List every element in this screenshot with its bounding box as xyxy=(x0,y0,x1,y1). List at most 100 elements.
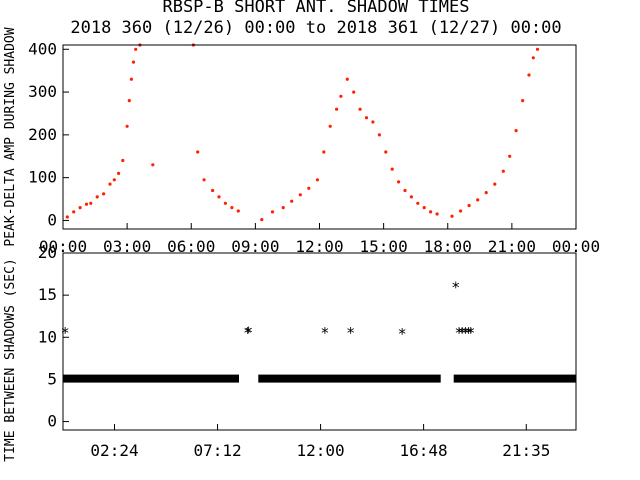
top-data-point-5 xyxy=(95,195,99,199)
top-data-point-34 xyxy=(328,124,332,128)
top-data-point-14 xyxy=(131,60,136,64)
top-data-point-1 xyxy=(72,210,76,214)
top-data-point-61 xyxy=(521,99,525,103)
top-y-tick-label: 400 xyxy=(28,39,57,58)
top-data-point-33 xyxy=(322,150,326,154)
top-data-point-26 xyxy=(260,218,264,222)
top-data-point-44 xyxy=(390,167,394,171)
top-data-point-15 xyxy=(134,47,138,51)
top-data-point-60 xyxy=(514,129,518,133)
top-data-point-35 xyxy=(335,107,339,111)
top-x-axis: 00:00 03:00 06:00 09:00 12:00 15:00 18:00 21:00… xyxy=(39,223,600,256)
top-data-point-49 xyxy=(422,206,426,210)
top-x-tick-label: 09:00 xyxy=(231,237,279,256)
top-data-point-17 xyxy=(151,163,155,167)
bottom-dense-band-0 xyxy=(63,374,239,383)
top-data-point-39 xyxy=(358,107,362,111)
top-data-point-0 xyxy=(65,215,69,219)
bottom-x-tick-label: 21:35 xyxy=(502,441,550,460)
bottom-star-point-4: * xyxy=(346,324,355,342)
bottom-scatter-series: * ** * * ******* xyxy=(61,279,576,383)
top-data-point-8 xyxy=(112,178,116,182)
bottom-star-point-9: * xyxy=(461,324,470,342)
top-data-point-47 xyxy=(409,195,413,199)
top-data-point-22 xyxy=(217,195,221,199)
top-data-point-9 xyxy=(117,171,121,175)
top-data-point-59 xyxy=(508,154,512,158)
bottom-star-point-3: * xyxy=(320,324,329,342)
bottom-dense-band-2 xyxy=(453,374,576,383)
top-data-point-7 xyxy=(108,182,112,186)
top-data-point-54 xyxy=(467,203,471,208)
top-x-tick-label: 00:00 xyxy=(39,237,87,256)
top-x-tick-label: 15:00 xyxy=(360,237,408,256)
bottom-x-tick-label: 12:00 xyxy=(296,441,344,460)
top-y-tick-label: 100 xyxy=(28,168,57,187)
chart-title: RBSP-B SHORT ANT. SHADOW TIMES xyxy=(162,0,469,17)
top-data-point-36 xyxy=(339,94,343,98)
bottom-y-axis-label: TIME BETWEEN SHADOWS (SEC) xyxy=(3,258,18,462)
top-data-point-58 xyxy=(501,169,505,173)
bottom-y-tick-label: 10 xyxy=(38,327,57,346)
top-data-point-12 xyxy=(127,99,131,103)
top-data-point-28 xyxy=(281,206,285,210)
top-data-point-43 xyxy=(384,150,388,154)
bottom-y-tick-label: 5 xyxy=(47,369,57,388)
bottom-plot-frame xyxy=(62,252,577,431)
top-x-tick-label: 18:00 xyxy=(424,237,472,256)
top-data-point-29 xyxy=(290,199,294,203)
top-x-tick-label: 03:00 xyxy=(103,237,151,256)
top-data-point-24 xyxy=(230,206,234,210)
top-data-point-31 xyxy=(307,186,311,190)
top-data-point-62 xyxy=(527,73,531,77)
top-data-point-42 xyxy=(377,133,381,137)
top-data-point-56 xyxy=(484,191,488,195)
top-data-point-38 xyxy=(352,90,356,94)
bottom-star-point-5: * xyxy=(398,325,407,343)
top-data-point-6 xyxy=(102,192,106,196)
bottom-star-point-6: * xyxy=(451,279,460,297)
top-y-axis-label: PEAK-DELTA AMP DURING SHADOW xyxy=(3,27,18,246)
top-y-tick-label: 300 xyxy=(28,82,57,101)
top-y-axis: 0 100 200 300 400 xyxy=(28,39,69,229)
bottom-star-point-10: * xyxy=(464,324,473,342)
top-scatter-series xyxy=(65,43,540,222)
top-data-point-53 xyxy=(459,209,463,213)
top-x-tick-label: 12:00 xyxy=(295,237,343,256)
top-y-tick-label: 0 xyxy=(47,210,57,229)
top-data-point-48 xyxy=(416,201,420,205)
bottom-y-tick-label: 0 xyxy=(47,412,57,431)
top-data-point-40 xyxy=(364,116,369,120)
top-data-point-23 xyxy=(223,201,227,205)
top-data-point-27 xyxy=(270,210,275,214)
top-x-tick-label: 00:00 xyxy=(552,237,600,256)
bottom-y-axis: 0 5 10 15 20 xyxy=(38,243,69,431)
top-y-tick-label: 200 xyxy=(28,125,57,144)
top-panel: 00:00 03:00 06:00 09:00 12:00 15:00 18:00 21:00… xyxy=(3,27,600,256)
bottom-dense-band-1 xyxy=(258,374,441,383)
top-plot-frame xyxy=(62,44,577,230)
top-x-tick-label: 06:00 xyxy=(167,237,215,256)
bottom-star-point-7: * xyxy=(454,324,463,342)
bottom-x-tick-label: 16:48 xyxy=(400,441,448,460)
top-data-point-37 xyxy=(345,77,349,81)
top-data-point-50 xyxy=(429,210,433,214)
top-data-point-3 xyxy=(84,202,89,206)
top-data-point-57 xyxy=(493,182,497,186)
top-data-point-63 xyxy=(531,56,535,60)
top-data-point-25 xyxy=(236,209,240,213)
top-data-point-13 xyxy=(129,77,133,81)
top-data-point-32 xyxy=(315,178,319,182)
top-data-point-11 xyxy=(125,124,129,128)
top-data-point-52 xyxy=(450,214,454,218)
bottom-star-point-1: * xyxy=(243,324,252,342)
top-data-point-21 xyxy=(211,188,215,193)
chart-subtitle: 2018 360 (12/26) 00:00 to 2018 361 (12/2… xyxy=(70,18,561,38)
bottom-panel: * ** * * ******* 02:24 07:12 12:00 16:48 21:35 0… xyxy=(3,243,577,462)
bottom-star-point-8: * xyxy=(458,324,467,342)
bottom-star-point-2: * xyxy=(244,323,253,341)
top-data-point-46 xyxy=(403,188,407,193)
bottom-y-tick-label: 20 xyxy=(38,243,57,262)
bottom-star-point-0: * xyxy=(61,324,70,342)
